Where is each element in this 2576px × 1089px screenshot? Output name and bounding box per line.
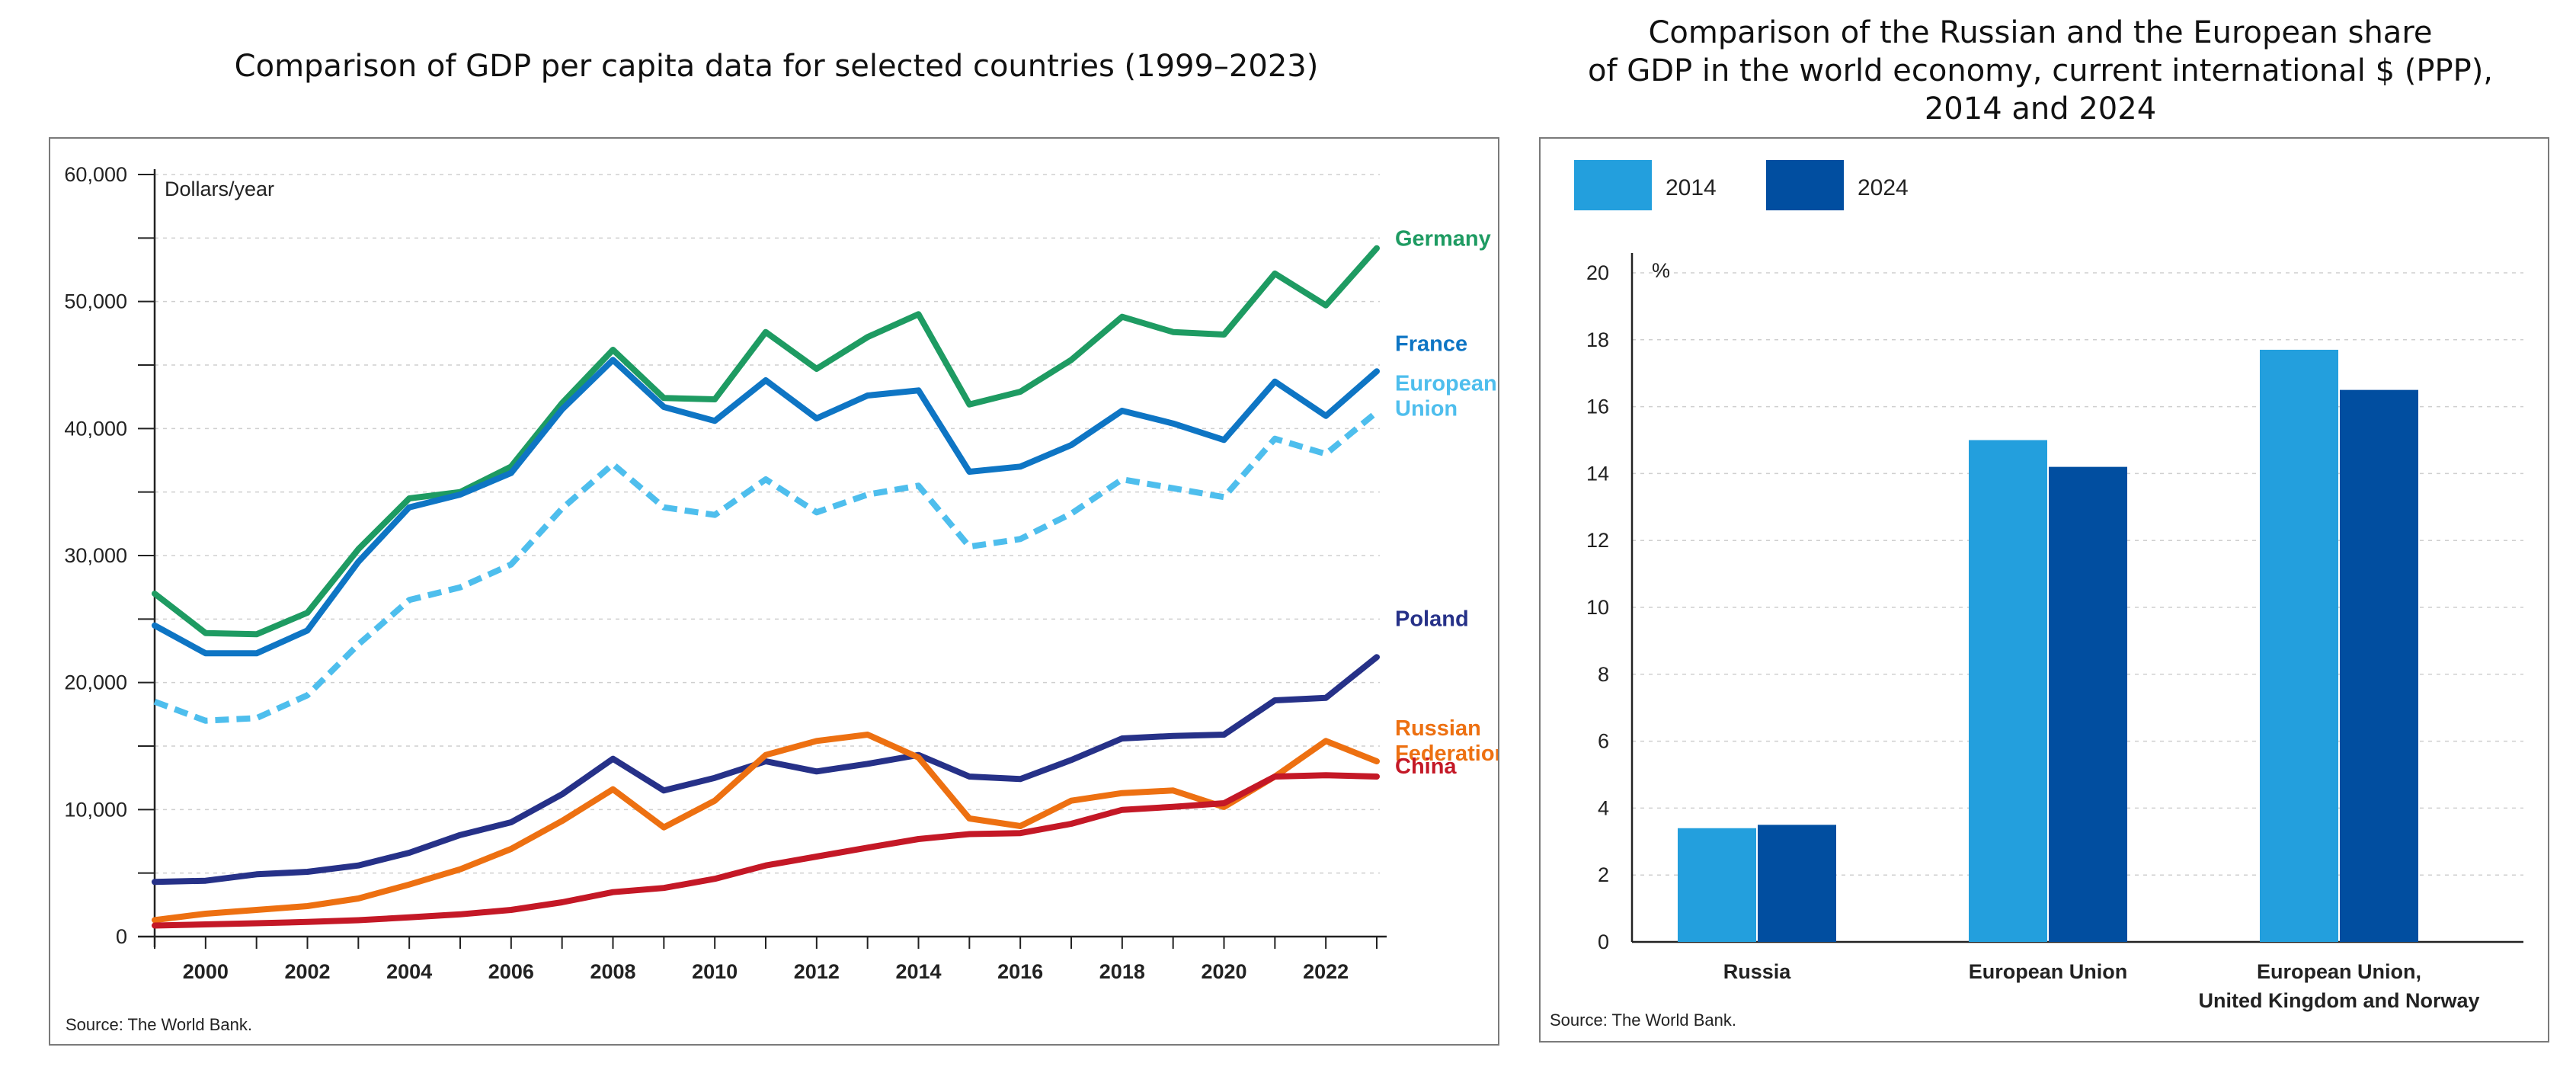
y-tick-label: 10 [1586, 596, 1609, 619]
y-tick-label: 30,000 [64, 544, 127, 567]
y-tick-label: 12 [1586, 529, 1609, 552]
series-label-france: France [1395, 332, 1467, 356]
category-label: Russia [1723, 960, 1792, 983]
x-tick-label: 2022 [1303, 960, 1349, 983]
series-label-line: Russian [1395, 716, 1481, 741]
line-chart: 0 10,000 20,000 30,000 40,000 50,000 60,000 Dol… [64, 163, 1498, 1034]
category-label: European Union [1969, 960, 2128, 983]
y-tick-label: 40,000 [64, 417, 127, 440]
series-label-line: France [1395, 332, 1467, 356]
x-tick-label: 2002 [284, 960, 330, 983]
series-label-line: Federation [1395, 741, 1498, 766]
series-label-china: China [1395, 754, 1457, 779]
y-tick-label: 8 [1598, 663, 1609, 686]
series-label-line: Union [1395, 397, 1458, 421]
y-tick-label: 2 [1598, 863, 1609, 886]
bar-2014 [2260, 349, 2338, 943]
series-line-russian-federation [152, 732, 1380, 924]
y-tick-label: 16 [1586, 396, 1609, 418]
legend-swatch-2014 [1574, 160, 1652, 210]
y-tick-label: 20 [1586, 261, 1609, 284]
y-tick-label: 0 [1598, 930, 1609, 953]
x-tick-label: 2020 [1201, 960, 1246, 983]
bar-chart: 2014 2024 0 2 4 6 8 10 12 14 16 18 20 % Russia European… [1550, 160, 2523, 1030]
line-chart-title: Comparison of GDP per capita data for se… [234, 49, 1319, 84]
series-label-germany: Germany [1395, 227, 1491, 251]
y-tick-label: 60,000 [64, 163, 127, 186]
x-tick-label: 2010 [692, 960, 738, 983]
category-label: European Union, [2257, 960, 2421, 983]
y-tick-label: 14 [1586, 462, 1609, 485]
x-tick-label: 2018 [1099, 960, 1145, 983]
y-tick-label: 20,000 [64, 671, 127, 694]
series-label-line: Germany [1395, 227, 1491, 251]
y-axis-label: Dollars/year [165, 178, 274, 200]
series-label-russian-federation: Russian Federation [1395, 716, 1498, 766]
legend-label-2014: 2014 [1666, 175, 1717, 200]
series-label-european-union: European Union [1395, 372, 1497, 421]
source-note: Source: The World Bank. [66, 1015, 252, 1034]
y-tick-label: 6 [1598, 730, 1609, 753]
y-tick-label: 4 [1598, 796, 1609, 819]
bar-chart-title-line-3: 2014 and 2024 [1924, 91, 2157, 127]
bar-chart-title-line-1: Comparison of the Russian and the Europe… [1648, 15, 2433, 50]
x-tick-label: 2004 [386, 960, 432, 983]
series-line-china [152, 772, 1380, 929]
bar-chart-title: Comparison of the Russian and the Europe… [1538, 14, 2543, 128]
series-line-poland [152, 654, 1380, 886]
bar-2014 [1969, 440, 2047, 942]
x-tick-label: 2016 [997, 960, 1043, 983]
y-tick-label: 0 [116, 925, 127, 948]
y-tick-label: 50,000 [64, 290, 127, 313]
legend-swatch-2024 [1766, 160, 1844, 210]
series-line-germany [152, 245, 1380, 638]
bar-2024 [2049, 466, 2127, 942]
legend-label-2024: 2024 [1858, 175, 1909, 200]
bar-chart-title-line-2: of GDP in the world economy, current int… [1587, 53, 2494, 88]
y-tick-label: 18 [1586, 328, 1609, 351]
series-label-line: European [1395, 372, 1497, 396]
x-tick-label: 2014 [895, 960, 941, 983]
bar-2024 [1758, 825, 1836, 942]
bar-2024 [2340, 389, 2418, 942]
category-label: United Kingdom and Norway [2198, 989, 2479, 1012]
series-label-line: China [1395, 754, 1457, 779]
bar-2014 [1678, 828, 1756, 942]
bar-chart-panel: 2014 2024 0 2 4 6 8 10 12 14 16 18 20% Russia European… [1539, 137, 2549, 1043]
series-line-france [152, 357, 1380, 657]
line-chart-panel: 0 10,000 20,000 30,000 40,000 50,000 60,000 Dol… [49, 137, 1499, 1046]
series-line-european-union [153, 409, 1379, 724]
x-tick-label: 2008 [590, 960, 635, 983]
series-label-line: Poland [1395, 607, 1469, 631]
x-tick-label: 2006 [488, 960, 534, 983]
y-axis-label: % [1652, 259, 1670, 282]
x-tick-label: 2000 [183, 960, 229, 983]
y-tick-label: 10,000 [64, 798, 127, 821]
source-note: Source: The World Bank. [1550, 1011, 1736, 1030]
x-tick-label: 2012 [794, 960, 840, 983]
series-label-poland: Poland [1395, 607, 1469, 631]
